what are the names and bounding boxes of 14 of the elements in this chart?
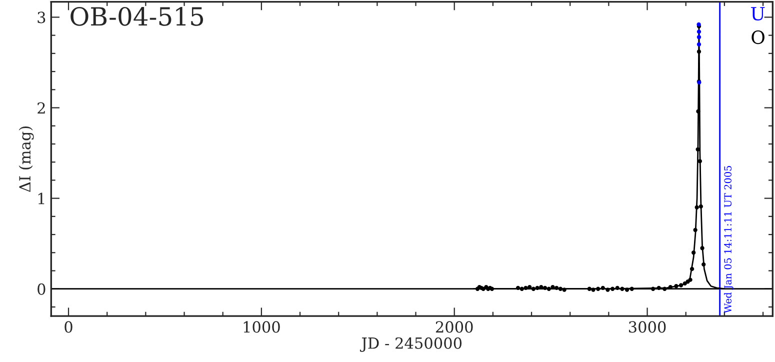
y-tick-label: 3: [38, 12, 46, 24]
y-tick-label: 0: [38, 283, 46, 295]
y-tick-label: 2: [38, 102, 45, 114]
x-tick-label: 0: [64, 321, 72, 333]
x-axis-title: JD - 2450000: [360, 337, 462, 352]
y-axis-title: ΔI (mag): [18, 126, 34, 192]
x-tick-label: 1000: [244, 321, 280, 333]
text: O: [752, 30, 764, 44]
x-tick-label: 3000: [629, 321, 666, 333]
x-tick-label: 2000: [436, 321, 473, 333]
chart-title: OB-04-515: [70, 6, 204, 26]
text: U: [751, 7, 765, 20]
annotation: Wed Jan 05 14:11:11 UT 2005: [724, 166, 734, 314]
y-tick-label: 1: [38, 192, 44, 204]
